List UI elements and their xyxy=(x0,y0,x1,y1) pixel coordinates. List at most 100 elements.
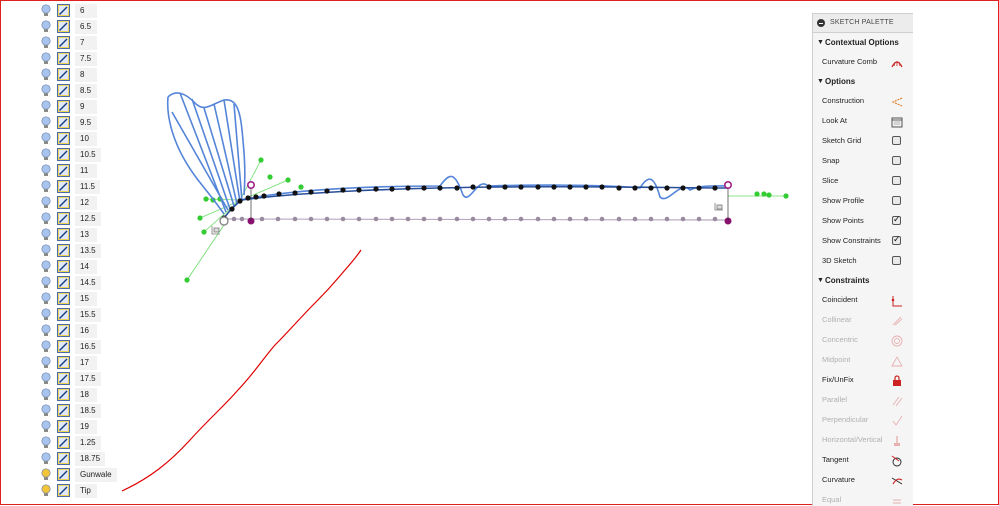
browser-sketch-item[interactable]: 18 xyxy=(38,387,128,403)
palette-item-label: 3D Sketch xyxy=(822,256,857,265)
browser-sketch-item[interactable]: 6.5 xyxy=(38,19,128,35)
curvature-comb xyxy=(166,92,729,215)
visibility-bulb-icon[interactable] xyxy=(40,228,52,242)
browser-sketch-item[interactable]: 15 xyxy=(38,291,128,307)
browser-sketch-item[interactable]: 9 xyxy=(38,99,128,115)
section-options[interactable]: ▼ Options xyxy=(813,72,913,91)
browser-sketch-item[interactable]: 16.5 xyxy=(38,339,128,355)
sketch-canvas[interactable] xyxy=(0,0,810,505)
browser-sketch-item[interactable]: 13 xyxy=(38,227,128,243)
visibility-bulb-icon[interactable] xyxy=(40,404,52,418)
browser-sketch-item[interactable]: 9.5 xyxy=(38,115,128,131)
browser-sketch-item[interactable]: 16 xyxy=(38,323,128,339)
palette-constraint-curvature[interactable]: Curvature xyxy=(813,470,913,490)
visibility-bulb-icon[interactable] xyxy=(40,180,52,194)
palette-option-snap-checkbox[interactable] xyxy=(892,156,901,165)
visibility-bulb-icon[interactable] xyxy=(40,484,52,498)
section-constraints[interactable]: ▼ Constraints xyxy=(813,271,913,290)
browser-sketch-item[interactable]: Gunwale xyxy=(38,467,128,483)
browser-sketch-item[interactable]: 14.5 xyxy=(38,275,128,291)
visibility-bulb-icon[interactable] xyxy=(40,132,52,146)
active-spline[interactable] xyxy=(219,181,732,226)
visibility-bulb-icon[interactable] xyxy=(40,340,52,354)
browser-sketch-item[interactable]: 11 xyxy=(38,163,128,179)
browser-sketch-item[interactable]: 6 xyxy=(38,3,128,19)
browser-sketch-item[interactable]: 11.5 xyxy=(38,179,128,195)
sketch-palette: SKETCH PALETTE ▼ Contextual Options Curv… xyxy=(812,13,913,506)
visibility-bulb-icon[interactable] xyxy=(40,372,52,386)
sketch-icon xyxy=(57,276,70,289)
visibility-bulb-icon[interactable] xyxy=(40,68,52,82)
fix-lock-icon xyxy=(893,375,901,386)
browser-sketch-item[interactable]: 18.5 xyxy=(38,403,128,419)
visibility-bulb-icon[interactable] xyxy=(40,116,52,130)
browser-sketch-item[interactable]: 13.5 xyxy=(38,243,128,259)
visibility-bulb-icon[interactable] xyxy=(40,260,52,274)
browser-sketch-item[interactable]: 7 xyxy=(38,35,128,51)
visibility-bulb-icon[interactable] xyxy=(40,324,52,338)
visibility-bulb-icon[interactable] xyxy=(40,100,52,114)
visibility-bulb-icon[interactable] xyxy=(40,20,52,34)
browser-sketch-item[interactable]: 8.5 xyxy=(38,83,128,99)
palette-option-show-profile[interactable]: Show Profile xyxy=(813,191,913,211)
visibility-bulb-icon[interactable] xyxy=(40,36,52,50)
visibility-bulb-icon[interactable] xyxy=(40,52,52,66)
browser-sketch-item[interactable]: 18.75 xyxy=(38,451,128,467)
visibility-bulb-icon[interactable] xyxy=(40,356,52,370)
palette-option-look-at[interactable]: Look At xyxy=(813,111,913,131)
palette-option-show-constraints[interactable]: Show Constraints xyxy=(813,230,913,251)
palette-option-3d-sketch-checkbox[interactable] xyxy=(892,256,901,265)
visibility-bulb-icon[interactable] xyxy=(40,196,52,210)
palette-option-construction[interactable]: Construction xyxy=(813,91,913,111)
visibility-bulb-icon[interactable] xyxy=(40,468,52,482)
browser-sketch-item[interactable]: 1.25 xyxy=(38,435,128,451)
browser-sketch-item[interactable]: Tip xyxy=(38,483,128,499)
visibility-bulb-icon[interactable] xyxy=(40,244,52,258)
visibility-bulb-icon[interactable] xyxy=(40,84,52,98)
palette-constraint-midpoint: Midpoint xyxy=(813,350,913,370)
palette-option-show-profile-checkbox[interactable] xyxy=(892,196,901,205)
palette-option-show-constraints-checkbox[interactable] xyxy=(892,230,901,250)
collapse-palette-icon[interactable] xyxy=(817,19,825,27)
browser-item-label: 8.5 xyxy=(75,84,97,98)
visibility-bulb-icon[interactable] xyxy=(40,4,52,18)
browser-sketch-item[interactable]: 10 xyxy=(38,131,128,147)
visibility-bulb-icon[interactable] xyxy=(40,292,52,306)
visibility-bulb-icon[interactable] xyxy=(40,164,52,178)
visibility-bulb-icon[interactable] xyxy=(40,436,52,450)
palette-constraint-fix-unfix[interactable]: Fix/UnFix xyxy=(813,370,913,390)
browser-sketch-item[interactable]: 10.5 xyxy=(38,147,128,163)
browser-sketch-item[interactable]: 7.5 xyxy=(38,51,128,67)
visibility-bulb-icon[interactable] xyxy=(40,420,52,434)
sketch-icon xyxy=(57,340,70,353)
browser-sketch-item[interactable]: 8 xyxy=(38,67,128,83)
palette-option-sketch-grid[interactable]: Sketch Grid xyxy=(813,131,913,151)
palette-item-curvature-comb[interactable]: Curvature Comb xyxy=(813,52,913,72)
visibility-bulb-icon[interactable] xyxy=(40,452,52,466)
browser-sketch-item[interactable]: 15.5 xyxy=(38,307,128,323)
browser-sketch-item[interactable]: 12 xyxy=(38,195,128,211)
palette-constraint-horizontal-vertical: Horizontal/Vertical xyxy=(813,430,913,450)
palette-option-sketch-grid-checkbox[interactable] xyxy=(892,136,901,145)
palette-option-slice-checkbox[interactable] xyxy=(892,176,901,185)
browser-item-label: 19 xyxy=(75,420,97,434)
palette-header[interactable]: SKETCH PALETTE xyxy=(813,14,913,33)
palette-option-slice[interactable]: Slice xyxy=(813,171,913,191)
browser-sketch-item[interactable]: 17.5 xyxy=(38,371,128,387)
visibility-bulb-icon[interactable] xyxy=(40,308,52,322)
visibility-bulb-icon[interactable] xyxy=(40,276,52,290)
browser-sketch-item[interactable]: 12.5 xyxy=(38,211,128,227)
browser-sketch-item[interactable]: 17 xyxy=(38,355,128,371)
browser-sketch-item[interactable]: 19 xyxy=(38,419,128,435)
visibility-bulb-icon[interactable] xyxy=(40,148,52,162)
section-contextual-options[interactable]: ▼ Contextual Options xyxy=(813,33,913,52)
palette-constraint-tangent[interactable]: Tangent xyxy=(813,450,913,470)
palette-option-show-points[interactable]: Show Points xyxy=(813,210,913,231)
palette-option-snap[interactable]: Snap xyxy=(813,151,913,171)
palette-option-show-points-checkbox[interactable] xyxy=(892,210,901,230)
visibility-bulb-icon[interactable] xyxy=(40,212,52,226)
browser-sketch-item[interactable]: 14 xyxy=(38,259,128,275)
palette-constraint-coincident[interactable]: Coincident xyxy=(813,290,913,310)
palette-option-3d-sketch[interactable]: 3D Sketch xyxy=(813,251,913,271)
visibility-bulb-icon[interactable] xyxy=(40,388,52,402)
